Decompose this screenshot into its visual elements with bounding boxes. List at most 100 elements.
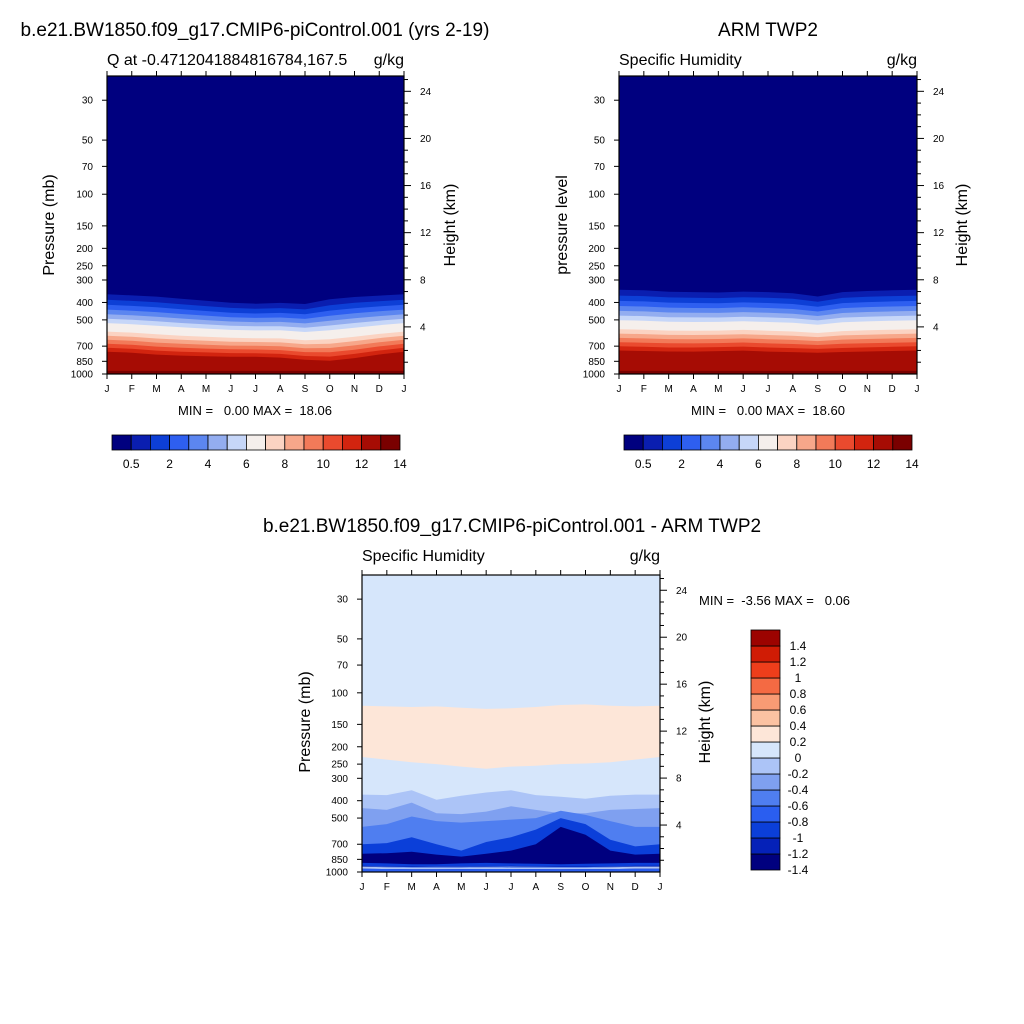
- y-tick-label: 1000: [583, 370, 606, 381]
- y-tick-label: 70: [82, 162, 94, 173]
- colorbar-box: [322, 434, 343, 451]
- y-right-tick-label: 8: [676, 774, 682, 785]
- colorbar-box: [207, 434, 228, 451]
- negative-contour: [362, 866, 660, 870]
- colorbar-box: [750, 773, 781, 791]
- x-tick-label: J: [915, 384, 920, 395]
- x-tick-label: A: [789, 384, 796, 395]
- y-right-tick-label: 16: [676, 680, 688, 691]
- y-tick-label: 250: [331, 760, 348, 771]
- y-tick-label: 200: [331, 742, 348, 753]
- x-tick-label: J: [766, 384, 771, 395]
- colorbar-box: [623, 434, 644, 451]
- x-tick-label: S: [557, 882, 564, 893]
- y-tick-label: 500: [76, 315, 93, 326]
- colorbar-box: [750, 677, 781, 695]
- x-tick-label: J: [228, 384, 233, 395]
- contour-plot: [619, 76, 917, 374]
- panel-subtitle-right: g/kg: [630, 548, 660, 565]
- y-right-tick-label: 16: [933, 181, 945, 192]
- y-tick-label: 50: [82, 136, 94, 147]
- colorbar-box: [750, 725, 781, 743]
- surface-band: [107, 370, 404, 374]
- colorbar-label: 0.5: [123, 457, 140, 471]
- y-tick-label: 30: [594, 96, 606, 107]
- colorbar-box: [111, 434, 132, 451]
- colorbar-label: 1.2: [790, 655, 807, 669]
- y-tick-label: 200: [76, 244, 93, 255]
- colorbar-box: [758, 434, 779, 451]
- y-axis-label-right: Height (km): [697, 681, 714, 764]
- colorbar-box: [700, 434, 721, 451]
- min-max-label: MIN = 0.00 MAX = 18.06: [178, 403, 332, 418]
- colorbar-label: 14: [393, 457, 407, 471]
- y-tick-label: 1000: [71, 370, 94, 381]
- y-axis-label-right: Height (km): [442, 184, 459, 267]
- y-right-tick-label: 20: [420, 134, 432, 145]
- colorbar-box: [662, 434, 683, 451]
- colorbar: 0.5 2 4 6 8 10 12 14: [623, 434, 919, 471]
- y-tick-label: 150: [331, 720, 348, 731]
- y-tick-label: 700: [331, 840, 348, 851]
- y-axis-label: Pressure (mb): [297, 671, 314, 772]
- y-tick-label: 300: [588, 275, 605, 286]
- panel-subtitle-left: Q at -0.4712041884816784,167.5: [107, 52, 347, 69]
- colorbar-box: [681, 434, 702, 451]
- y-tick-label: 100: [588, 190, 605, 201]
- colorbar-box: [380, 434, 401, 451]
- y-right-tick-label: 8: [420, 275, 426, 286]
- x-tick-label: N: [864, 384, 871, 395]
- colorbar-label: 8: [793, 457, 800, 471]
- panel-title: ARM TWP2: [718, 20, 818, 41]
- y-tick-label: 500: [588, 315, 605, 326]
- colorbar-box: [815, 434, 836, 451]
- colorbar-box: [303, 434, 324, 451]
- y-axis-label: pressure level: [554, 175, 571, 275]
- y-right-tick-label: 24: [676, 586, 688, 597]
- min-max-label: MIN = 0.00 MAX = 18.60: [691, 403, 845, 418]
- colorbar-label: -0.2: [788, 767, 809, 781]
- y-right-tick-label: 12: [933, 228, 945, 239]
- panel-title: b.e21.BW1850.f09_g17.CMIP6-piControl.001…: [21, 20, 490, 41]
- colorbar-label: -1.2: [788, 847, 809, 861]
- x-tick-label: A: [178, 384, 185, 395]
- contour-plot: [362, 575, 660, 872]
- colorbar-box: [750, 789, 781, 807]
- colorbar-box: [796, 434, 817, 451]
- x-tick-label: J: [509, 882, 514, 893]
- colorbar-box: [642, 434, 663, 451]
- x-tick-label: A: [433, 882, 440, 893]
- colorbar-box: [149, 434, 170, 451]
- colorbar-box: [245, 434, 266, 451]
- y-tick-label: 700: [76, 342, 93, 353]
- colorbar-box: [873, 434, 894, 451]
- y-tick-label: 200: [588, 244, 605, 255]
- colorbar-label: 0.8: [790, 687, 807, 701]
- y-tick-label: 850: [76, 357, 93, 368]
- colorbar-box: [130, 434, 151, 451]
- x-tick-label: M: [714, 384, 722, 395]
- y-tick-label: 500: [331, 814, 348, 825]
- x-tick-label: D: [889, 384, 896, 395]
- colorbar-label: 2: [678, 457, 685, 471]
- y-right-tick-label: 12: [676, 727, 688, 738]
- y-right-tick-label: 4: [933, 322, 939, 333]
- colorbar-box: [361, 434, 382, 451]
- y-right-tick-label: 4: [420, 322, 426, 333]
- y-tick-label: 30: [337, 595, 349, 606]
- colorbar-label: 10: [317, 457, 331, 471]
- panel-subtitle-left: Specific Humidity: [362, 548, 485, 565]
- y-tick-label: 150: [588, 221, 605, 232]
- colorbar-label: 0: [795, 751, 802, 765]
- y-tick-label: 300: [331, 774, 348, 785]
- y-tick-label: 700: [588, 342, 605, 353]
- y-right-tick-label: 16: [420, 181, 432, 192]
- colorbar-box: [284, 434, 305, 451]
- x-tick-label: A: [277, 384, 284, 395]
- colorbar-box: [265, 434, 286, 451]
- x-tick-label: M: [407, 882, 415, 893]
- min-max-label: MIN = -3.56 MAX = 0.06: [699, 593, 850, 608]
- panel-subtitle-right: g/kg: [887, 52, 917, 69]
- colorbar-box: [750, 693, 781, 711]
